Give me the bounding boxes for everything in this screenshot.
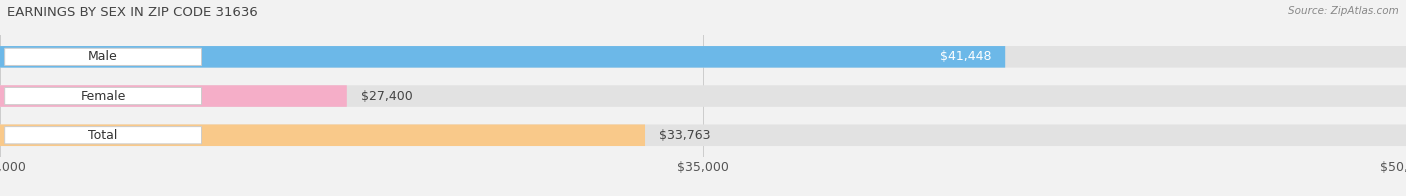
Text: Total: Total <box>89 129 118 142</box>
FancyBboxPatch shape <box>4 87 201 105</box>
FancyBboxPatch shape <box>4 48 201 65</box>
Text: Male: Male <box>89 50 118 63</box>
Text: $27,400: $27,400 <box>361 90 412 103</box>
FancyBboxPatch shape <box>4 127 201 144</box>
FancyBboxPatch shape <box>0 46 1005 68</box>
Text: $41,448: $41,448 <box>939 50 991 63</box>
Text: $33,763: $33,763 <box>659 129 710 142</box>
FancyBboxPatch shape <box>0 124 1406 146</box>
Text: Female: Female <box>80 90 125 103</box>
FancyBboxPatch shape <box>0 85 347 107</box>
Text: Source: ZipAtlas.com: Source: ZipAtlas.com <box>1288 6 1399 16</box>
FancyBboxPatch shape <box>0 124 645 146</box>
FancyBboxPatch shape <box>0 85 1406 107</box>
Text: EARNINGS BY SEX IN ZIP CODE 31636: EARNINGS BY SEX IN ZIP CODE 31636 <box>7 6 257 19</box>
FancyBboxPatch shape <box>0 46 1406 68</box>
